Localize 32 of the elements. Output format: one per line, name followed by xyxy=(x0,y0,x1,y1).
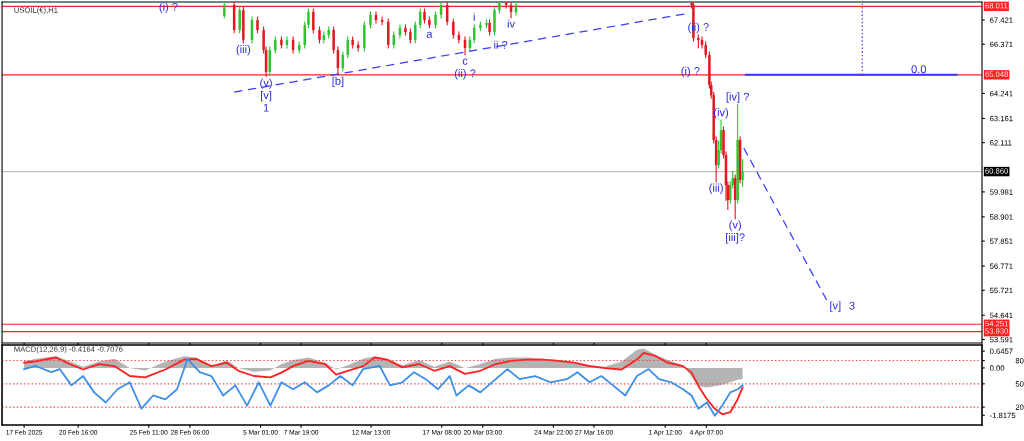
candlestick xyxy=(332,25,335,55)
annotation: c xyxy=(462,58,468,65)
candlestick xyxy=(741,158,744,188)
annotation: iv xyxy=(507,19,516,28)
annotation: (iii) xyxy=(709,183,723,194)
annotation: 1 xyxy=(263,103,269,112)
candlestick xyxy=(363,20,366,52)
annotation: 3 xyxy=(849,301,855,310)
candlestick xyxy=(312,7,315,34)
candlestick xyxy=(346,35,349,59)
candlestick xyxy=(414,20,417,44)
annotation: (v) xyxy=(260,78,272,89)
candlestick xyxy=(318,25,321,44)
candlestick xyxy=(452,17,455,40)
annotation: a xyxy=(426,31,433,38)
candlestick xyxy=(238,6,241,34)
annotation: [b] xyxy=(332,76,344,87)
annotation: 0.0 xyxy=(911,65,927,74)
annotation: [iii]? xyxy=(726,233,745,244)
annotation: (v) xyxy=(729,220,741,231)
candlestick xyxy=(485,19,488,29)
annotation: [v] xyxy=(830,301,841,312)
annotation: (iii) xyxy=(236,44,251,56)
candlestick xyxy=(307,7,310,29)
candlestick xyxy=(256,15,259,34)
candlestick xyxy=(387,17,390,49)
annotation: [v] xyxy=(261,90,272,102)
annotation: ii ? xyxy=(494,40,508,49)
candlestick xyxy=(423,7,426,25)
candlestick xyxy=(493,6,496,37)
annotation: [iv] ? xyxy=(726,92,749,103)
annotation: i xyxy=(473,12,475,21)
